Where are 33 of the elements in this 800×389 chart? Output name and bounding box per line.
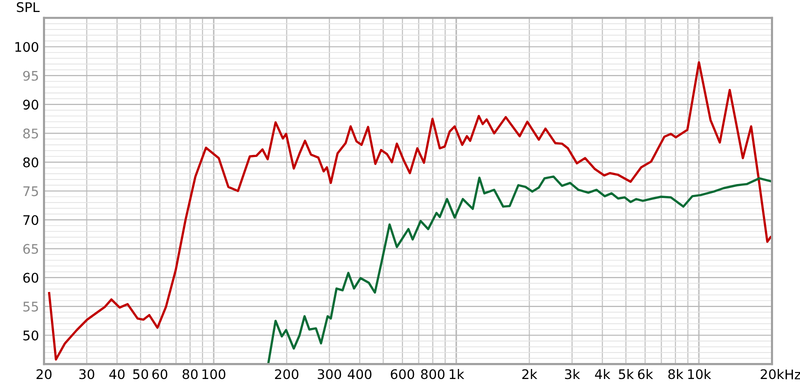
x-tick-label: 6k <box>638 368 654 380</box>
x-tick-label: 20k <box>760 368 784 380</box>
y-tick-label: 70 <box>23 215 38 226</box>
y-tick-label: 50 <box>23 330 38 340</box>
x-tick-label: 5k <box>618 368 634 380</box>
x-tick-label: 60 <box>152 369 168 380</box>
x-tick-label: 50 <box>133 369 148 380</box>
y-tick-label: 85 <box>23 128 38 138</box>
y-tick-label: 75 <box>23 186 38 196</box>
x-tick-label: 30 <box>79 369 94 380</box>
x-tick-label: 800 <box>421 369 444 380</box>
x-tick-label: 40 <box>109 369 125 380</box>
y-tick-label: 90 <box>23 100 38 110</box>
x-tick-label: 3k <box>565 368 580 380</box>
y-tick-label: 60 <box>23 272 38 283</box>
y-tick-label: 55 <box>23 302 38 312</box>
x-tick-label: 10k <box>688 368 712 380</box>
x-tick-label: 400 <box>348 369 372 380</box>
x-tick-label: 200 <box>275 369 298 380</box>
y-tick-label: 65 <box>23 244 38 254</box>
y-tick-label: 80 <box>23 157 38 168</box>
y-tick-label: 100 <box>15 42 38 52</box>
x-tick-label: 100 <box>202 369 226 380</box>
x-tick-label: 2k <box>522 368 538 379</box>
x-tick-label: 300 <box>318 369 342 380</box>
x-tick-label: 8k <box>668 368 684 380</box>
x-tick-label: 80 <box>182 369 198 380</box>
y-tick-label: 95 <box>23 70 38 81</box>
x-tick-label: 4k <box>595 368 610 379</box>
x-tick-label: 600 <box>390 369 414 380</box>
y-axis-title: SPL <box>16 2 40 12</box>
x-tick-label: 1k <box>450 368 464 379</box>
x-tick-label: 20 <box>36 369 52 380</box>
